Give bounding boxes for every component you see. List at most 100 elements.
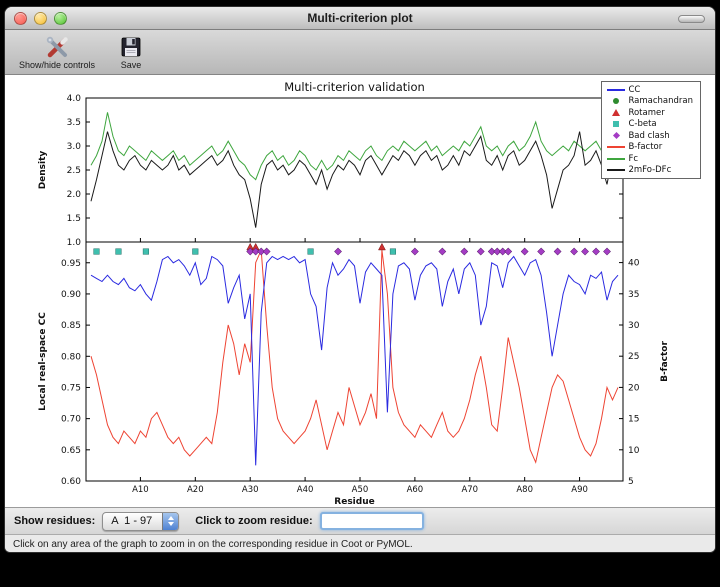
svg-text:10: 10	[628, 446, 640, 456]
close-button[interactable]	[14, 12, 27, 25]
bad-clash-legend-marker	[604, 132, 628, 140]
minimize-button[interactable]	[34, 12, 47, 25]
legend-item: 2mFo-DFc	[604, 165, 693, 177]
arrow-down-icon	[167, 522, 174, 526]
bad-clash-marker	[246, 247, 255, 256]
svg-text:0.60: 0.60	[61, 477, 81, 487]
bad-clash-marker	[438, 247, 447, 256]
svg-text:A70: A70	[461, 485, 478, 495]
bad-clash-marker	[592, 247, 600, 256]
save-button[interactable]: Save	[115, 32, 147, 71]
svg-text:2.0: 2.0	[67, 190, 82, 200]
zoom-button[interactable]	[54, 12, 67, 25]
bad-clash-marker	[520, 247, 529, 256]
svg-text:0.65: 0.65	[61, 446, 81, 456]
c-beta-legend-marker	[604, 121, 628, 128]
bad-clash-marker	[251, 247, 260, 256]
bad-clash-marker	[603, 247, 611, 256]
c-beta-marker	[192, 248, 199, 255]
bad-clash-marker	[334, 247, 342, 256]
title-bar[interactable]: Multi-criterion plot	[5, 7, 715, 30]
outlier-markers	[93, 242, 611, 256]
traffic-lights	[14, 12, 67, 25]
svg-text:1.0: 1.0	[67, 238, 82, 248]
zoom-residue-input[interactable]	[319, 512, 424, 530]
c-beta-marker	[307, 248, 314, 255]
fc-line	[90, 112, 619, 181]
chart-legend: CC Ramachandran Rotamer C-beta Bad clash B-fa…	[601, 81, 701, 179]
legend-item: Bad clash	[604, 130, 693, 142]
bottom-panel[interactable]	[85, 241, 624, 482]
svg-text:5: 5	[628, 477, 634, 487]
svg-text:0.90: 0.90	[61, 290, 81, 300]
plot-area[interactable]: Multi-criterion validation 1.0 1.5 2.0 2.5 3.…	[5, 75, 715, 507]
status-bar: Click on any area of the graph to zoom i…	[5, 534, 715, 552]
legend-label: 2mFo-DFc	[628, 165, 672, 176]
svg-text:30: 30	[628, 321, 640, 331]
window-title: Multi-criterion plot	[307, 11, 413, 25]
svg-text:A90: A90	[571, 485, 588, 495]
toolbar: Show/hide controls Save	[5, 30, 715, 75]
chart-title: Multi-criterion validation	[284, 80, 425, 94]
axis-ticks: 1.0 1.5 2.0 2.5 3.0 3.5 4.0 0.60 0.65 0.70 0.75 0.8…	[61, 94, 640, 495]
legend-item: B-factor	[604, 142, 693, 154]
bad-clash-marker	[262, 247, 271, 256]
legend-label: CC	[628, 84, 641, 95]
ramachandran-legend-marker	[604, 98, 628, 105]
legend-item: Fc	[604, 153, 693, 165]
svg-text:1.5: 1.5	[67, 214, 81, 224]
svg-text:40: 40	[628, 259, 640, 269]
arrow-up-icon	[167, 516, 174, 520]
bad-clash-marker	[257, 247, 266, 256]
fc-legend-marker	[604, 157, 628, 160]
svg-text:A40: A40	[297, 485, 314, 495]
residue-range-select[interactable]: A 1 - 97	[102, 511, 180, 531]
bad-clash-marker	[537, 247, 546, 256]
legend-label: Rotamer	[628, 107, 665, 118]
app-window: Multi-criterion plot Show/hide controls	[4, 6, 716, 553]
svg-text:A60: A60	[407, 485, 424, 495]
toolbar-toggle-button[interactable]	[678, 15, 705, 23]
rotamer-marker	[378, 242, 386, 251]
svg-text:0.70: 0.70	[61, 415, 81, 425]
svg-text:0.85: 0.85	[61, 321, 81, 331]
2mfo-dfc-line	[90, 131, 619, 228]
bad-clash-marker	[498, 247, 507, 256]
bad-clash-marker	[493, 247, 502, 256]
residue-range-value: A 1 - 97	[111, 514, 153, 527]
controls-bar: Show residues: A 1 - 97 Click to zoom re…	[5, 507, 715, 534]
bad-clash-marker	[570, 247, 578, 256]
svg-text:0.95: 0.95	[61, 259, 81, 269]
b-factor-legend-marker	[604, 146, 628, 149]
svg-text:A20: A20	[187, 485, 204, 495]
bad-clash-marker	[581, 247, 589, 256]
bad-clash-marker	[553, 247, 562, 256]
rotamer-legend-marker	[604, 109, 628, 117]
show-residues-label: Show residues:	[14, 515, 96, 527]
svg-text:A10: A10	[132, 485, 149, 495]
tool-label: Save	[120, 60, 142, 70]
save-icon	[119, 33, 143, 60]
show-hide-controls-button[interactable]: Show/hide controls	[15, 32, 99, 71]
c-beta-marker	[93, 248, 100, 255]
svg-text:15: 15	[628, 415, 639, 425]
2mfo-dfc-legend-marker	[604, 169, 628, 172]
bad-clash-marker	[476, 247, 485, 256]
svg-text:0.75: 0.75	[61, 383, 81, 393]
legend-label: B-factor	[628, 142, 663, 153]
legend-label: C-beta	[628, 119, 657, 130]
svg-text:3.0: 3.0	[67, 142, 82, 152]
status-text: Click on any area of the graph to zoom i…	[13, 539, 413, 550]
svg-text:A50: A50	[352, 485, 369, 495]
bad-clash-marker	[460, 247, 469, 256]
legend-item: CC	[604, 84, 693, 96]
density-axis-label: Density	[38, 151, 48, 190]
svg-text:2.5: 2.5	[67, 166, 81, 176]
svg-text:35: 35	[628, 290, 639, 300]
svg-text:0.80: 0.80	[61, 352, 81, 362]
svg-text:25: 25	[628, 352, 639, 362]
legend-item: Rotamer	[604, 107, 693, 119]
bfactor-axis-label: B-factor	[660, 341, 670, 382]
legend-item: Ramachandran	[604, 96, 693, 108]
top-panel[interactable]	[85, 97, 624, 243]
